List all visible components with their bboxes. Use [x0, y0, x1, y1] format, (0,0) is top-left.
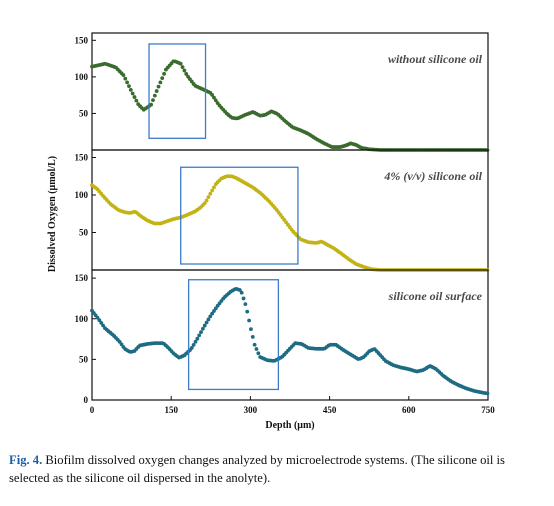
data-point: [200, 326, 205, 331]
data-point: [180, 65, 185, 70]
data-point: [204, 320, 209, 325]
data-point: [204, 198, 209, 203]
data-point: [245, 309, 250, 314]
data-point: [210, 188, 215, 193]
caption-label: Fig. 4.: [9, 453, 43, 467]
data-point: [212, 185, 216, 190]
data-point: [239, 290, 244, 295]
y-tick-label: 50: [79, 108, 89, 118]
data-point: [237, 288, 242, 292]
data-point: [212, 309, 216, 313]
series-annotation: without silicone oil: [388, 52, 483, 66]
y-axis-label: Dissolved Oxygen (μmol/L): [47, 156, 58, 272]
data-point: [256, 351, 261, 356]
x-tick-label: 450: [323, 405, 337, 415]
data-point: [101, 323, 105, 328]
data-point: [158, 80, 163, 85]
data-point: [189, 346, 194, 350]
data-point: [97, 318, 102, 323]
x-tick-label: 600: [402, 405, 416, 415]
data-point: [184, 72, 189, 76]
figure-caption: Fig. 4. Biofilm dissolved oxygen changes…: [9, 451, 539, 487]
data-point: [154, 89, 159, 93]
series-annotation: silicone oil surface: [388, 289, 483, 303]
data-point: [182, 68, 187, 73]
y-tick-label: 50: [79, 354, 89, 364]
data-point: [208, 191, 213, 196]
x-tick-label: 750: [481, 405, 495, 415]
data-point: [130, 91, 135, 96]
y-tick-label: 100: [75, 190, 89, 200]
data-point: [156, 84, 161, 89]
y-tick-label: 100: [75, 314, 89, 324]
data-point: [243, 302, 248, 307]
data-point: [210, 93, 215, 97]
x-tick-label: 0: [90, 405, 95, 415]
series-annotation: 4% (v/v) silicone oil: [383, 169, 482, 183]
data-point: [202, 323, 207, 328]
data-point: [160, 76, 165, 80]
data-point: [250, 335, 255, 339]
panel-2: 50 100 150 4% (v/v) silicone oil: [75, 149, 490, 272]
data-point: [206, 195, 211, 200]
y-tick-label: 150: [75, 153, 89, 163]
x-tick-label: 300: [244, 405, 258, 415]
x-tick-label: 150: [164, 405, 178, 415]
panel-frame: [91, 149, 489, 271]
data-point: [485, 391, 490, 396]
data-point: [210, 311, 215, 316]
data-point: [197, 333, 202, 338]
data-point: [123, 76, 128, 81]
y-tick-label: 150: [75, 35, 89, 45]
data-point: [252, 342, 257, 347]
highlight-box: [187, 279, 280, 391]
data-point: [254, 347, 259, 351]
data-point: [213, 98, 218, 103]
data-point: [195, 336, 200, 341]
chart-svg: 50 100 150 without silicone oil 50 100 150 4% (…: [47, 32, 495, 431]
panel-3: 0 50 100 150 0 150 300 450 600 750 silicone oil su…: [75, 269, 495, 415]
data-point: [208, 314, 213, 319]
data-point: [127, 84, 131, 89]
data-point: [125, 80, 130, 85]
data-point: [212, 95, 216, 100]
data-point: [213, 306, 218, 311]
data-point: [191, 342, 196, 347]
data-point: [247, 318, 251, 323]
data-point: [202, 201, 207, 206]
highlight-box: [180, 166, 299, 265]
y-tick-label: 50: [79, 228, 89, 238]
data-point: [178, 61, 183, 66]
panel-frame: [91, 269, 489, 401]
data-point: [199, 330, 203, 334]
data-point: [121, 73, 126, 78]
data-point: [99, 320, 104, 325]
panel-frame: [91, 32, 489, 151]
data-point: [206, 317, 211, 322]
data-point: [134, 98, 139, 103]
panel-1: 50 100 150 without silicone oil: [75, 32, 490, 152]
data-point: [152, 93, 157, 98]
caption-text: Biofilm dissolved oxygen changes analyze…: [9, 453, 505, 485]
x-axis-label: Depth (μm): [265, 420, 314, 431]
data-point: [249, 327, 253, 332]
y-tick-label: 100: [75, 72, 89, 82]
figure: 50 100 150 without silicone oil 50 100 150 4% (…: [47, 32, 495, 431]
data-point: [193, 339, 198, 344]
data-point: [151, 98, 155, 103]
data-point: [149, 102, 154, 107]
data-point: [241, 296, 246, 301]
data-point: [162, 71, 166, 76]
data-point: [132, 95, 137, 99]
highlight-box: [148, 43, 207, 139]
y-tick-label: 0: [84, 395, 89, 405]
y-tick-label: 150: [75, 273, 89, 283]
data-point: [128, 87, 133, 92]
